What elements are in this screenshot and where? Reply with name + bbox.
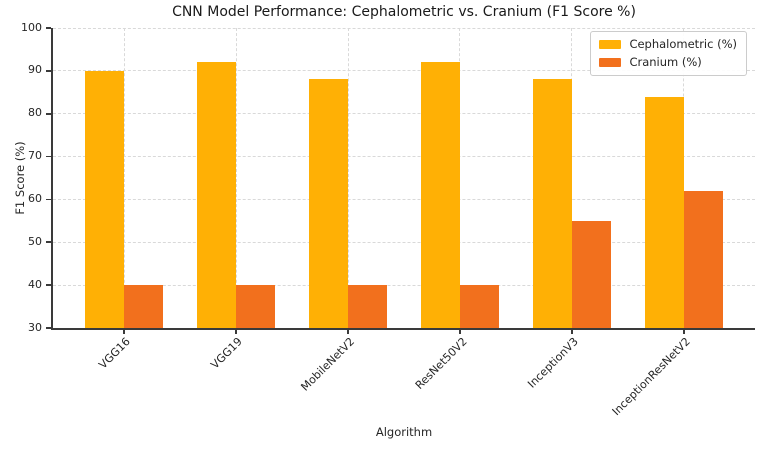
bar-cranium-vgg19: [236, 285, 275, 328]
y-tick-label: 60: [28, 191, 42, 205]
bar-cranium-inceptionresnetv2: [683, 190, 723, 328]
y-tick-label: 40: [28, 277, 42, 291]
bar-cephalometric-vgg19: [197, 62, 236, 328]
y-tick-label: 50: [28, 234, 42, 248]
x-axis-label: Algorithm: [375, 425, 433, 439]
legend-swatch-cephalometric: [599, 39, 622, 49]
plot-area: 30 40 50 60 70 80 90 100 VGG16 VGG19 MobileNetV2 Re…: [21, 21, 755, 418]
gridline-horizontal: [53, 156, 755, 158]
y-tick-mark: [46, 284, 52, 286]
x-axis-line: [51, 328, 755, 330]
x-tick-mark: [571, 329, 573, 334]
y-tick-mark: [46, 27, 52, 29]
y-tick-mark: [46, 70, 52, 72]
x-tick-mark: [123, 329, 125, 334]
x-tick-label: VGG16: [96, 335, 134, 372]
legend-label-cranium: Cranium (%): [629, 55, 702, 69]
gridline-vertical: [123, 28, 125, 328]
gridline-horizontal: [53, 284, 755, 286]
x-tick-label: MobileNetV2: [298, 335, 358, 394]
gridline-horizontal: [53, 241, 755, 243]
gridline-vertical: [235, 28, 237, 328]
x-tick-label: InceptionResNetV2: [610, 335, 694, 419]
bar-cephalometric-inceptionv3: [532, 79, 572, 328]
bar-cephalometric-vgg16: [85, 70, 124, 328]
y-tick-mark: [46, 155, 52, 158]
legend-item-cephalometric: Cephalometric (%): [599, 37, 737, 51]
gridline-horizontal: [53, 27, 755, 29]
x-tick-mark: [683, 329, 685, 334]
chart-title: CNN Model Performance: Cephalometric vs.…: [172, 4, 636, 20]
x-tick-label: ResNet50V2: [412, 335, 470, 392]
bar-cranium-vgg16: [124, 285, 163, 328]
bar-cranium-mobilenetv2: [348, 285, 387, 328]
legend-item-cranium: Cranium (%): [599, 55, 737, 69]
legend: Cephalometric (%) Cranium (%): [590, 31, 747, 76]
gridline-vertical: [571, 28, 573, 328]
x-tick-mark: [459, 329, 461, 334]
x-tick-label: InceptionV3: [525, 335, 582, 391]
y-tick-label: 80: [28, 106, 42, 120]
bar-cranium-resnet50v2: [459, 285, 499, 328]
bar-cephalometric-resnet50v2: [420, 62, 460, 328]
x-tick-label: VGG19: [208, 335, 246, 372]
gridline-horizontal: [53, 198, 755, 200]
bar-cranium-inceptionv3: [571, 220, 611, 328]
legend-label-cephalometric: Cephalometric (%): [629, 37, 737, 51]
x-tick-mark: [235, 329, 237, 334]
gridline-vertical: [459, 28, 461, 328]
bar-cephalometric-mobilenetv2: [309, 79, 348, 328]
y-tick-label: 90: [28, 63, 42, 77]
y-tick-mark: [46, 327, 52, 329]
y-tick-label: 100: [21, 20, 42, 34]
gridline-vertical: [347, 28, 349, 328]
y-axis-line: [51, 28, 53, 330]
y-tick-mark: [46, 198, 52, 201]
y-tick-label: 70: [28, 149, 42, 163]
gridline-horizontal: [53, 70, 755, 72]
legend-swatch-cranium: [599, 57, 622, 67]
y-tick-mark: [46, 112, 52, 115]
gridline-vertical: [683, 28, 685, 328]
x-tick-mark: [347, 329, 349, 334]
y-tick-mark: [46, 241, 52, 244]
y-tick-label: 30: [28, 320, 42, 334]
gridline-horizontal: [53, 113, 755, 115]
bar-cephalometric-inceptionresnetv2: [644, 96, 684, 328]
